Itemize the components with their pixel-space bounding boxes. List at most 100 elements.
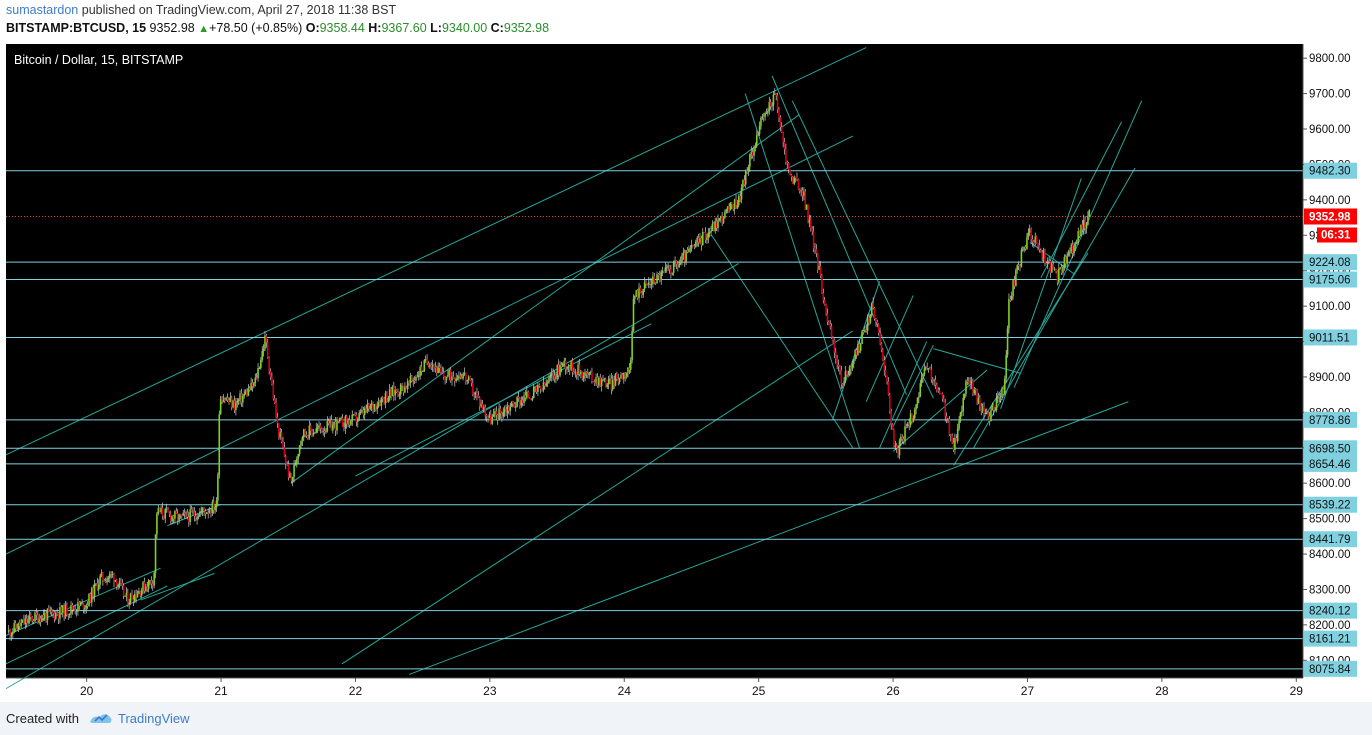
candle-body <box>109 573 111 578</box>
candle-body <box>480 403 482 407</box>
time-tick-label: 21 <box>214 684 228 698</box>
candle-body <box>181 514 183 516</box>
candle-body <box>977 397 980 404</box>
candle-body <box>668 265 671 270</box>
candle-body <box>851 363 854 369</box>
candle-body <box>43 613 46 619</box>
candle-body <box>841 384 844 386</box>
candle-body <box>333 422 336 425</box>
candle-body <box>233 400 236 411</box>
candle-body <box>172 515 175 519</box>
candle-body <box>104 581 107 583</box>
candle-body <box>341 417 344 428</box>
candle-body <box>803 191 805 196</box>
candle-body <box>539 385 542 390</box>
candle-body <box>550 373 553 377</box>
candle-body <box>390 389 392 396</box>
candle-body <box>632 298 635 331</box>
candle-body <box>593 382 596 384</box>
level-label: 8240.12 <box>1309 606 1351 618</box>
candle-body <box>776 95 779 110</box>
candle-body <box>636 290 639 298</box>
candle-body <box>792 176 794 184</box>
candle-body <box>369 405 372 409</box>
candle-body <box>555 376 557 379</box>
candle-body <box>894 445 897 447</box>
price-chart[interactable]: Bitcoin / Dollar, 15, BITSTAMP 8100.0082… <box>0 42 1372 702</box>
candle-body <box>46 608 49 621</box>
candle-body <box>380 397 383 406</box>
level-label-box <box>1304 455 1357 472</box>
candle-body <box>973 389 976 393</box>
candle-body <box>643 282 646 290</box>
candle-body <box>534 386 536 388</box>
candle-body <box>481 403 484 411</box>
candle-body <box>358 413 360 419</box>
candle-body <box>1067 253 1070 256</box>
candle-body <box>427 363 430 367</box>
candle-body <box>793 177 796 184</box>
candle-body <box>595 377 597 383</box>
candle-body <box>325 430 327 433</box>
candle-body <box>402 385 405 393</box>
candle-body <box>757 134 759 136</box>
candle-body <box>70 604 72 614</box>
candle-body <box>114 579 117 582</box>
candle-body <box>818 266 820 270</box>
candle-body <box>1051 264 1053 273</box>
candle-body <box>807 204 809 223</box>
candle-body <box>490 414 492 424</box>
candle-body <box>943 398 945 403</box>
candle-body <box>63 605 65 618</box>
tradingview-brand[interactable]: TradingView <box>118 711 190 726</box>
price-axis[interactable]: 8100.008200.008300.008400.008500.008600.… <box>1302 42 1372 702</box>
candle-body <box>679 261 682 264</box>
candle-body <box>970 380 973 385</box>
tradingview-logo-icon[interactable] <box>88 708 114 728</box>
candle-body <box>760 117 762 127</box>
candle-body <box>261 350 264 360</box>
candle-body <box>1077 231 1080 241</box>
candle-body <box>140 590 143 596</box>
candle-body <box>221 398 223 402</box>
time-axis[interactable]: 20 21 22 23 24 25 26 27 28 29 <box>6 677 1303 698</box>
candle-body <box>930 369 933 380</box>
candle-body <box>458 375 460 379</box>
candle-body <box>282 441 284 448</box>
trendline <box>1029 241 1075 275</box>
candle-body <box>606 384 608 388</box>
price-tick-label: 8900.00 <box>1309 372 1351 384</box>
candle-body <box>309 425 312 431</box>
price-tick-label: 8600.00 <box>1309 478 1351 490</box>
candle-body <box>226 397 229 401</box>
candle-body <box>833 339 836 353</box>
candle-body <box>48 608 50 612</box>
candle-body <box>161 508 164 517</box>
candle-body <box>429 364 431 367</box>
candle-body <box>931 379 934 381</box>
candle-body <box>348 419 351 425</box>
candle-body <box>340 417 342 419</box>
trendline <box>879 341 928 448</box>
candle-body <box>214 507 216 511</box>
candle-body <box>672 261 675 273</box>
candle-body <box>35 612 38 615</box>
candle-body <box>895 445 898 448</box>
candle-body <box>136 594 139 598</box>
candle-body <box>351 414 354 421</box>
author-link[interactable]: sumastardon <box>6 3 79 17</box>
candle-body <box>27 619 29 624</box>
candle-body <box>467 377 470 380</box>
candle-body <box>9 630 11 637</box>
candle-body <box>869 315 872 323</box>
level-label-box <box>1304 329 1357 346</box>
candle-body <box>737 195 740 206</box>
trendline <box>140 573 215 601</box>
candle-body <box>762 116 765 118</box>
candle-body <box>743 179 746 185</box>
candle-body <box>50 609 53 613</box>
candle-body <box>1078 231 1081 237</box>
candle-body <box>286 463 288 465</box>
candle-body <box>635 290 638 296</box>
candle-body <box>585 371 588 374</box>
